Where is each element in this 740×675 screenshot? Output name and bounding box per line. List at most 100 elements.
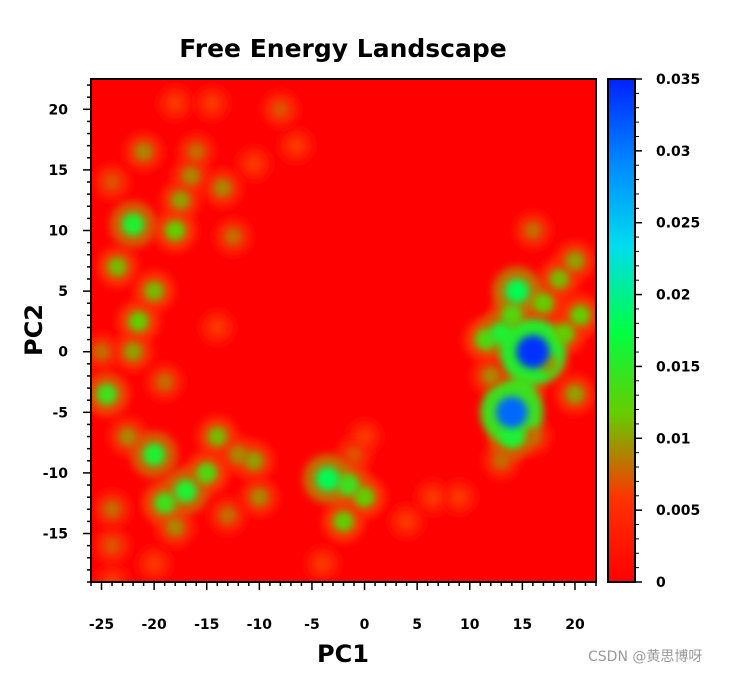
density-point [212,178,233,198]
colorbar-tick-label: 0.01 [656,431,691,447]
density-point [353,486,376,508]
density-point [523,220,543,241]
colorbar-tick-label: 0.005 [656,503,700,519]
colorbar-axis: 0 0.005 0.01 0.015 0.02 0.025 0.03 0.035 [635,72,700,591]
density-point [206,426,228,447]
density-point [208,318,227,337]
density-point [500,304,523,327]
colorbar-tick-label: 0 [656,575,666,591]
x-tick-label: -15 [194,617,219,633]
density-point [143,280,165,302]
density-point [564,384,586,405]
density-point [102,499,122,519]
density-point [153,492,176,515]
density-point [103,573,122,582]
y-tick-label: -15 [43,527,68,543]
chart-title: Free Energy Landscape [179,34,506,63]
watermark-text: CSDN @黄思博呀 [588,649,703,665]
density-point [203,94,221,113]
density-point [315,466,340,492]
density-point [504,278,530,304]
density-point [223,227,243,247]
density-point [344,445,364,464]
density-point [271,100,290,119]
density-point [569,304,591,326]
density-point [142,443,166,467]
x-axis-label: PC1 [317,640,369,668]
y-tick-label: 15 [49,163,68,179]
density-point [173,479,198,503]
density-point [127,310,149,333]
x-tick-label: -20 [141,617,167,633]
density-point [170,190,191,211]
density-point [287,136,306,155]
density-halo [93,563,131,582]
density-point [500,424,524,449]
density-point [564,250,586,271]
density-point [523,427,543,447]
density-point [245,154,264,173]
x-axis: -25 -20 -15 -10 -5 0 5 10 15 20 [89,582,597,633]
density-point [123,341,144,362]
density-point [450,488,469,507]
density-point [548,268,570,290]
density-point [165,517,185,538]
density-point [491,451,511,471]
y-tick-label: 10 [49,224,69,240]
density-point [337,473,360,497]
density-point [145,554,164,573]
density-point [164,219,186,242]
density-point [332,510,355,533]
density-point [118,426,138,447]
density-point [218,505,238,525]
colorbar-tick-label: 0.025 [656,216,700,232]
y-axis: -15 -10 -5 0 5 10 15 20 [43,84,91,583]
density-point [480,366,501,386]
x-tick-label: 10 [460,617,480,633]
y-tick-label: -10 [43,466,69,482]
density-point [511,376,534,400]
density-point [397,512,416,531]
x-tick-label: 0 [360,617,370,633]
density-point [496,396,528,429]
x-tick-label: 20 [565,617,585,633]
density-point [186,142,206,162]
density-point [133,141,154,162]
colorbar [607,78,636,583]
colorbar-tick-label: 0.035 [656,72,700,88]
density-point [423,488,442,507]
y-axis-label: PC2 [20,304,48,356]
density-point [102,536,122,555]
density-point [102,172,122,192]
density-point [244,450,265,471]
density-point [91,342,112,362]
colorbar-tick-label: 0.015 [656,359,700,375]
y-tick-label: -5 [52,405,68,421]
x-tick-label: 5 [412,617,422,633]
y-tick-label: 20 [49,102,69,118]
density-point [355,427,374,446]
density-point [155,372,175,392]
density-point [195,462,218,484]
density-point [95,382,118,406]
y-tick-label: 0 [58,345,68,361]
density-point [121,212,145,237]
density-point [249,487,270,507]
x-tick-label: 15 [513,617,532,633]
density-point [181,166,201,186]
x-tick-label: -25 [89,617,114,633]
x-tick-label: -10 [247,617,273,633]
density-point [313,554,332,573]
y-tick-label: 5 [58,284,68,300]
colorbar-tick-label: 0.02 [656,288,691,304]
density-point [553,322,576,345]
density-point [106,256,128,278]
colorbar-tick-label: 0.03 [656,144,691,160]
density-point [516,335,550,369]
density-point [166,94,185,113]
x-tick-label: -5 [304,617,320,633]
density-point [489,321,514,346]
density-layer [91,84,596,582]
density-point [228,444,249,465]
